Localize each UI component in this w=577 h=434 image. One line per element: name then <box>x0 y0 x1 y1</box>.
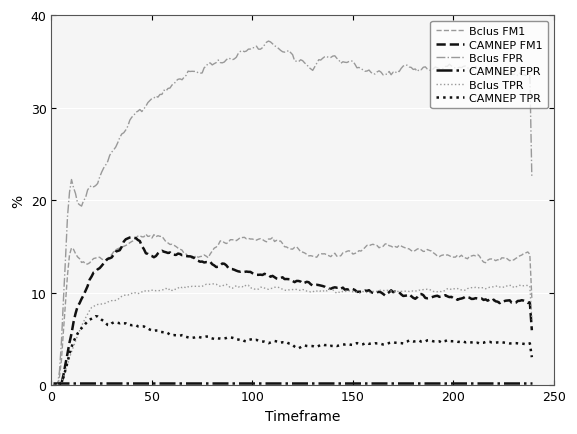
Bclus FPR <box>130 114 137 119</box>
Bclus FPR <box>114 141 121 146</box>
Line: Bclus FM1: Bclus FM1 <box>54 235 532 388</box>
Bclus FM1 <box>130 238 137 243</box>
CAMNEP FPR <box>529 381 535 386</box>
Bclus FPR <box>420 66 427 71</box>
Bclus FM1 <box>529 296 535 301</box>
CAMNEP TPR <box>117 321 123 326</box>
CAMNEP TPR <box>155 328 162 333</box>
CAMNEP FM1 <box>132 236 139 241</box>
CAMNEP FM1 <box>269 273 276 279</box>
CAMNEP FPR <box>50 381 57 386</box>
Bclus FM1 <box>420 249 427 254</box>
CAMNEP FPR <box>151 381 158 386</box>
CAMNEP FPR <box>128 381 135 386</box>
Bclus FM1 <box>480 260 487 265</box>
Bclus FPR <box>50 382 57 388</box>
CAMNEP FM1 <box>155 251 162 256</box>
Line: CAMNEP TPR: CAMNEP TPR <box>54 316 532 386</box>
Line: CAMNEP FM1: CAMNEP FM1 <box>54 237 532 388</box>
Line: Bclus FPR: Bclus FPR <box>54 42 532 386</box>
Bclus TPR <box>128 291 135 296</box>
Bclus FPR <box>529 175 535 181</box>
CAMNEP TPR <box>480 340 487 345</box>
CAMNEP TPR <box>529 355 535 360</box>
Bclus FM1 <box>143 232 149 237</box>
Bclus FM1 <box>269 235 276 240</box>
Bclus FPR <box>52 383 59 388</box>
Bclus FM1 <box>114 247 121 252</box>
Bclus TPR <box>113 298 119 303</box>
Legend: Bclus FM1, CAMNEP FM1, Bclus FPR, CAMNEP FPR, Bclus TPR, CAMNEP TPR: Bclus FM1, CAMNEP FM1, Bclus FPR, CAMNEP… <box>430 22 548 109</box>
CAMNEP FPR <box>476 381 483 386</box>
CAMNEP TPR <box>132 322 139 328</box>
CAMNEP TPR <box>269 339 276 345</box>
CAMNEP FM1 <box>54 386 61 391</box>
CAMNEP FPR <box>265 381 272 386</box>
Bclus TPR <box>267 286 274 291</box>
Bclus TPR <box>478 286 485 291</box>
CAMNEP FM1 <box>420 293 427 298</box>
Bclus FPR <box>152 94 159 99</box>
Bclus TPR <box>50 383 57 388</box>
CAMNEP TPR <box>50 383 57 388</box>
Bclus FM1 <box>50 383 57 388</box>
Bclus FPR <box>480 67 487 72</box>
CAMNEP FM1 <box>480 298 487 303</box>
Bclus TPR <box>418 288 425 293</box>
CAMNEP TPR <box>92 314 99 319</box>
Bclus FM1 <box>155 233 162 239</box>
Bclus FM1 <box>54 385 61 390</box>
CAMNEP TPR <box>420 339 427 345</box>
Line: Bclus TPR: Bclus TPR <box>54 284 532 385</box>
Bclus TPR <box>151 288 158 293</box>
Y-axis label: %: % <box>11 194 25 207</box>
CAMNEP FM1 <box>529 328 535 333</box>
Bclus FPR <box>269 42 276 47</box>
CAMNEP FPR <box>113 381 119 386</box>
Bclus TPR <box>529 317 535 322</box>
X-axis label: Timeframe: Timeframe <box>265 409 340 423</box>
CAMNEP FM1 <box>114 249 121 254</box>
Bclus FPR <box>265 39 272 45</box>
CAMNEP FPR <box>416 381 423 386</box>
Bclus TPR <box>211 281 218 286</box>
CAMNEP FM1 <box>50 384 57 389</box>
CAMNEP FM1 <box>128 235 135 240</box>
CAMNEP TPR <box>52 383 59 388</box>
